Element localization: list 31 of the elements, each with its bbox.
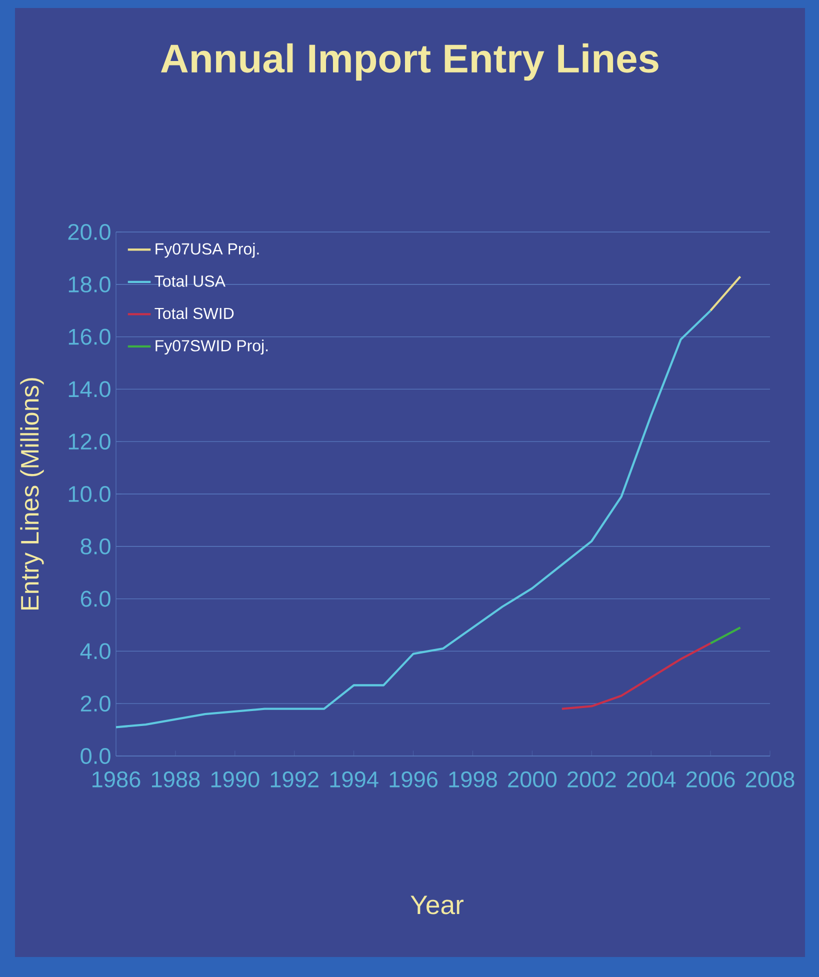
- y-tick-label: 8.0: [80, 538, 110, 554]
- x-tick-label: 2002: [568, 771, 616, 788]
- x-tick-label: 2006: [686, 771, 735, 788]
- y-tick-label: 4.0: [80, 643, 110, 660]
- line-series: [560, 642, 712, 710]
- legend-label: Total SWID: [154, 307, 234, 320]
- y-tick-label: 14.0: [68, 381, 110, 398]
- x-axis-title: Year: [410, 896, 464, 914]
- legend-label: Fy07SWID Proj.: [156, 340, 268, 355]
- y-tick-label: 6.0: [80, 590, 110, 607]
- chart-title: Annual Import Entry Lines: [160, 43, 658, 81]
- x-tick-label: 1990: [211, 771, 260, 788]
- x-tick-label: 2008: [746, 771, 794, 788]
- y-tick-label: 2.0: [80, 696, 110, 712]
- x-tick-label: 1996: [390, 771, 438, 788]
- y-axis-title: Entry Lines (Millions): [20, 378, 44, 610]
- x-tick-label: 1986: [92, 771, 140, 788]
- y-tick-label: 20.0: [68, 224, 110, 240]
- x-tick-label: 1988: [152, 771, 200, 788]
- y-tick-label: 10.0: [68, 486, 110, 502]
- y-tick-label: 12.0: [68, 434, 110, 450]
- x-tick-label: 1994: [330, 771, 378, 788]
- x-tick-label: 2004: [627, 771, 676, 788]
- legend-label: Fy07USA Proj.: [156, 242, 259, 258]
- x-tick-label: 1992: [270, 771, 318, 788]
- x-tick-label: 1998: [449, 771, 497, 788]
- legend-label: Total USA: [154, 275, 226, 287]
- y-tick-label: 18.0: [68, 276, 110, 292]
- y-tick-label: 0.0: [80, 748, 110, 764]
- x-tick-label: 2000: [508, 771, 557, 788]
- y-tick-label: 16.0: [68, 328, 110, 345]
